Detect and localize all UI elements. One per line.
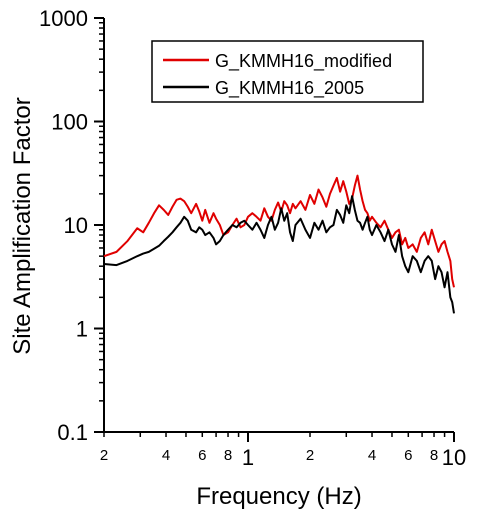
x-minor-tick-label: 2 (100, 447, 108, 464)
legend-box (151, 40, 424, 103)
x-minor-tick-label: 2 (306, 447, 314, 464)
x-major-tick-label: 10 (442, 445, 466, 470)
x-minor-tick-label: 4 (368, 447, 376, 464)
y-tick-label: 0.1 (57, 420, 88, 445)
legend-label-2005: G_KMMH16_2005 (215, 78, 364, 99)
x-minor-tick-label: 8 (224, 447, 232, 464)
x-axis-title: Frequency (Hz) (196, 483, 361, 510)
series-layer (103, 174, 455, 314)
y-tick-label: 1 (76, 317, 88, 342)
y-axis-title: Site Amplification Factor (9, 97, 36, 354)
x-major-tick-label: 1 (242, 445, 254, 470)
x-minor-tick-label: 8 (430, 447, 438, 464)
x-minor-tick-label: 4 (162, 447, 170, 464)
x-minor-tick-label: 6 (198, 447, 206, 464)
y-tick-label: 10 (64, 213, 88, 238)
series-line-2005 (103, 195, 455, 314)
x-minor-tick-label: 6 (404, 447, 412, 464)
legend: G_KMMH16_modified G_KMMH16_2005 (151, 40, 424, 103)
y-tick-label: 1000 (39, 6, 88, 31)
axes: 0.1 1 10 100 1000 1 10 2 4 6 8 2 4 6 8 (39, 6, 466, 470)
legend-label-modified: G_KMMH16_modified (215, 51, 392, 72)
series-line-modified (103, 174, 455, 288)
y-tick-label: 100 (51, 110, 88, 135)
